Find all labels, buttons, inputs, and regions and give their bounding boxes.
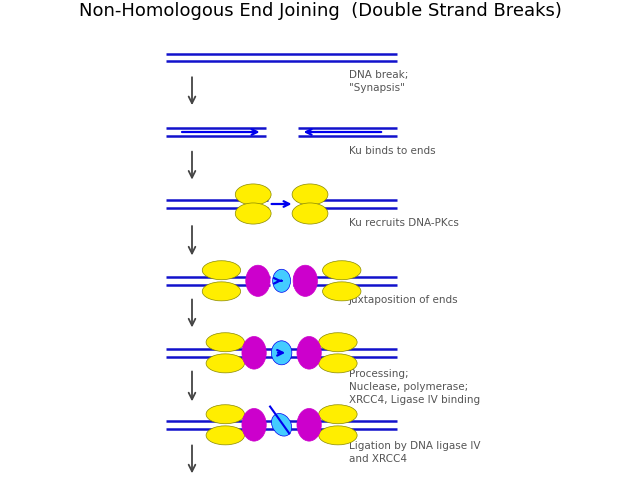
- Ellipse shape: [293, 265, 317, 296]
- Text: Ku recruits DNA-PKcs: Ku recruits DNA-PKcs: [349, 218, 459, 228]
- Ellipse shape: [297, 408, 321, 441]
- Ellipse shape: [242, 408, 266, 441]
- Ellipse shape: [202, 282, 241, 301]
- Ellipse shape: [319, 405, 357, 424]
- Ellipse shape: [242, 336, 266, 369]
- Text: Non-Homologous End Joining  (Double Strand Breaks): Non-Homologous End Joining (Double Stran…: [79, 2, 561, 20]
- Ellipse shape: [236, 203, 271, 224]
- Ellipse shape: [246, 265, 270, 296]
- Ellipse shape: [206, 354, 244, 373]
- Ellipse shape: [319, 354, 357, 373]
- Text: Processing;
Nuclease, polymerase;
XRCC4, Ligase IV binding: Processing; Nuclease, polymerase; XRCC4,…: [349, 369, 480, 405]
- Ellipse shape: [292, 203, 328, 224]
- Ellipse shape: [206, 426, 244, 445]
- Ellipse shape: [271, 413, 292, 436]
- Ellipse shape: [202, 261, 241, 280]
- Text: Ku binds to ends: Ku binds to ends: [349, 146, 435, 156]
- Ellipse shape: [206, 333, 244, 352]
- Text: Ligation by DNA ligase IV
and XRCC4: Ligation by DNA ligase IV and XRCC4: [349, 441, 480, 464]
- Ellipse shape: [236, 184, 271, 205]
- Ellipse shape: [206, 405, 244, 424]
- Ellipse shape: [297, 336, 321, 369]
- Ellipse shape: [323, 261, 361, 280]
- Ellipse shape: [273, 269, 291, 292]
- Ellipse shape: [292, 184, 328, 205]
- Ellipse shape: [319, 426, 357, 445]
- Ellipse shape: [319, 333, 357, 352]
- Ellipse shape: [323, 282, 361, 301]
- Ellipse shape: [271, 341, 292, 365]
- Text: Juxtaposition of ends: Juxtaposition of ends: [349, 295, 458, 305]
- Text: DNA break;
"Synapsis": DNA break; "Synapsis": [349, 70, 408, 93]
